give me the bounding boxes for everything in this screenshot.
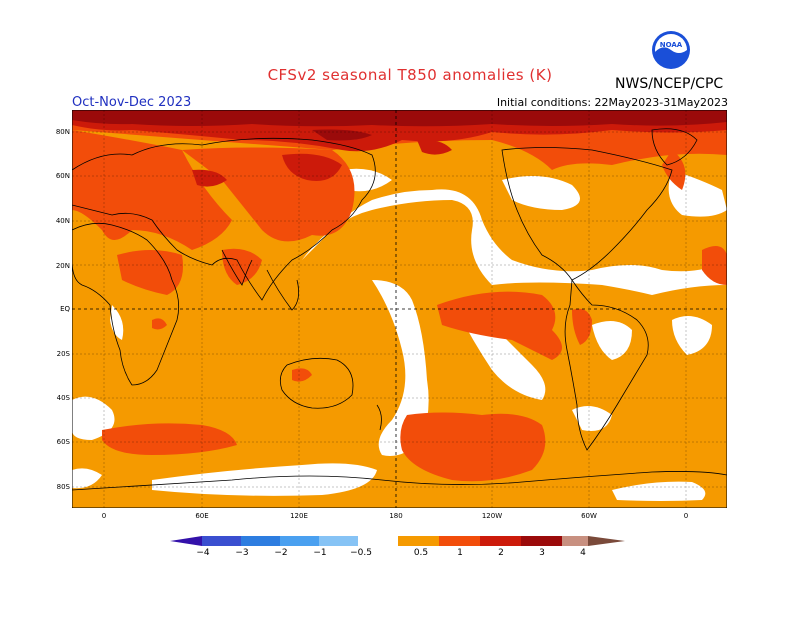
lat-label-60s: 60S	[56, 438, 70, 446]
colorbar-arrow-low	[170, 536, 202, 546]
lon-label-120w: 120W	[481, 512, 503, 520]
colorbar-tick: −0.5	[350, 548, 372, 558]
colorbar-bin	[398, 536, 439, 546]
colorbar-tick: −2	[274, 548, 288, 558]
lat-label-80s: 80S	[56, 483, 70, 491]
colorbar-arrow-high	[588, 536, 625, 546]
lon-label-0-east: 0	[683, 512, 689, 520]
lon-label-180: 180	[389, 512, 403, 520]
neutral-anomaly-regions	[72, 168, 727, 501]
lon-label-60e: 60E	[195, 512, 209, 520]
lon-label-120e: 120E	[290, 512, 308, 520]
coastlines	[72, 128, 727, 491]
colorbar-bin	[202, 536, 241, 546]
colorbar-bin	[241, 536, 280, 546]
colorbar-tick: 1	[457, 548, 463, 558]
lat-label-60n: 60N	[55, 172, 70, 180]
colorbar	[170, 536, 625, 546]
lat-label-20s: 20S	[56, 350, 70, 358]
lat-label-40s: 40S	[56, 394, 70, 402]
colorbar-bin	[280, 536, 319, 546]
colorbar-bin	[319, 536, 358, 546]
initial-conditions-label: Initial conditions: 22May2023-31May2023	[496, 96, 728, 109]
colorbar-tick: −3	[235, 548, 249, 558]
colorbar-bin	[521, 536, 562, 546]
colorbar-tick: 0.5	[413, 548, 429, 558]
colorbar-tick: −1	[313, 548, 327, 558]
page-title: CFSv2 seasonal T850 anomalies (K)	[267, 66, 553, 84]
colorbar-tick: −4	[196, 548, 210, 558]
colorbar-bin	[562, 536, 588, 546]
graticule	[72, 110, 727, 508]
anomaly-3-4-regions	[72, 110, 727, 141]
noaa-logo-text: NOAA	[660, 41, 683, 49]
noaa-logo: NOAA	[652, 31, 690, 69]
lat-label-80n: 80N	[55, 128, 70, 136]
lat-label-40n: 40N	[55, 217, 70, 225]
colorbar-bin	[480, 536, 521, 546]
lon-label-60w: 60W	[581, 512, 597, 520]
lon-label-0: 0	[101, 512, 107, 520]
colorbar-bin	[439, 536, 480, 546]
lat-label-20n: 20N	[55, 262, 70, 270]
colorbar-tick: 2	[498, 548, 504, 558]
equator-dateline	[72, 110, 727, 508]
lat-label-eq: EQ	[60, 305, 70, 313]
anomaly-map	[72, 110, 727, 508]
colorbar-tick: 4	[580, 548, 586, 558]
organization-label: NWS/NCEP/CPC	[615, 76, 724, 92]
colorbar-tick: 3	[539, 548, 545, 558]
season-label: Oct-Nov-Dec 2023	[72, 95, 192, 110]
colorbar-bin	[358, 536, 398, 546]
